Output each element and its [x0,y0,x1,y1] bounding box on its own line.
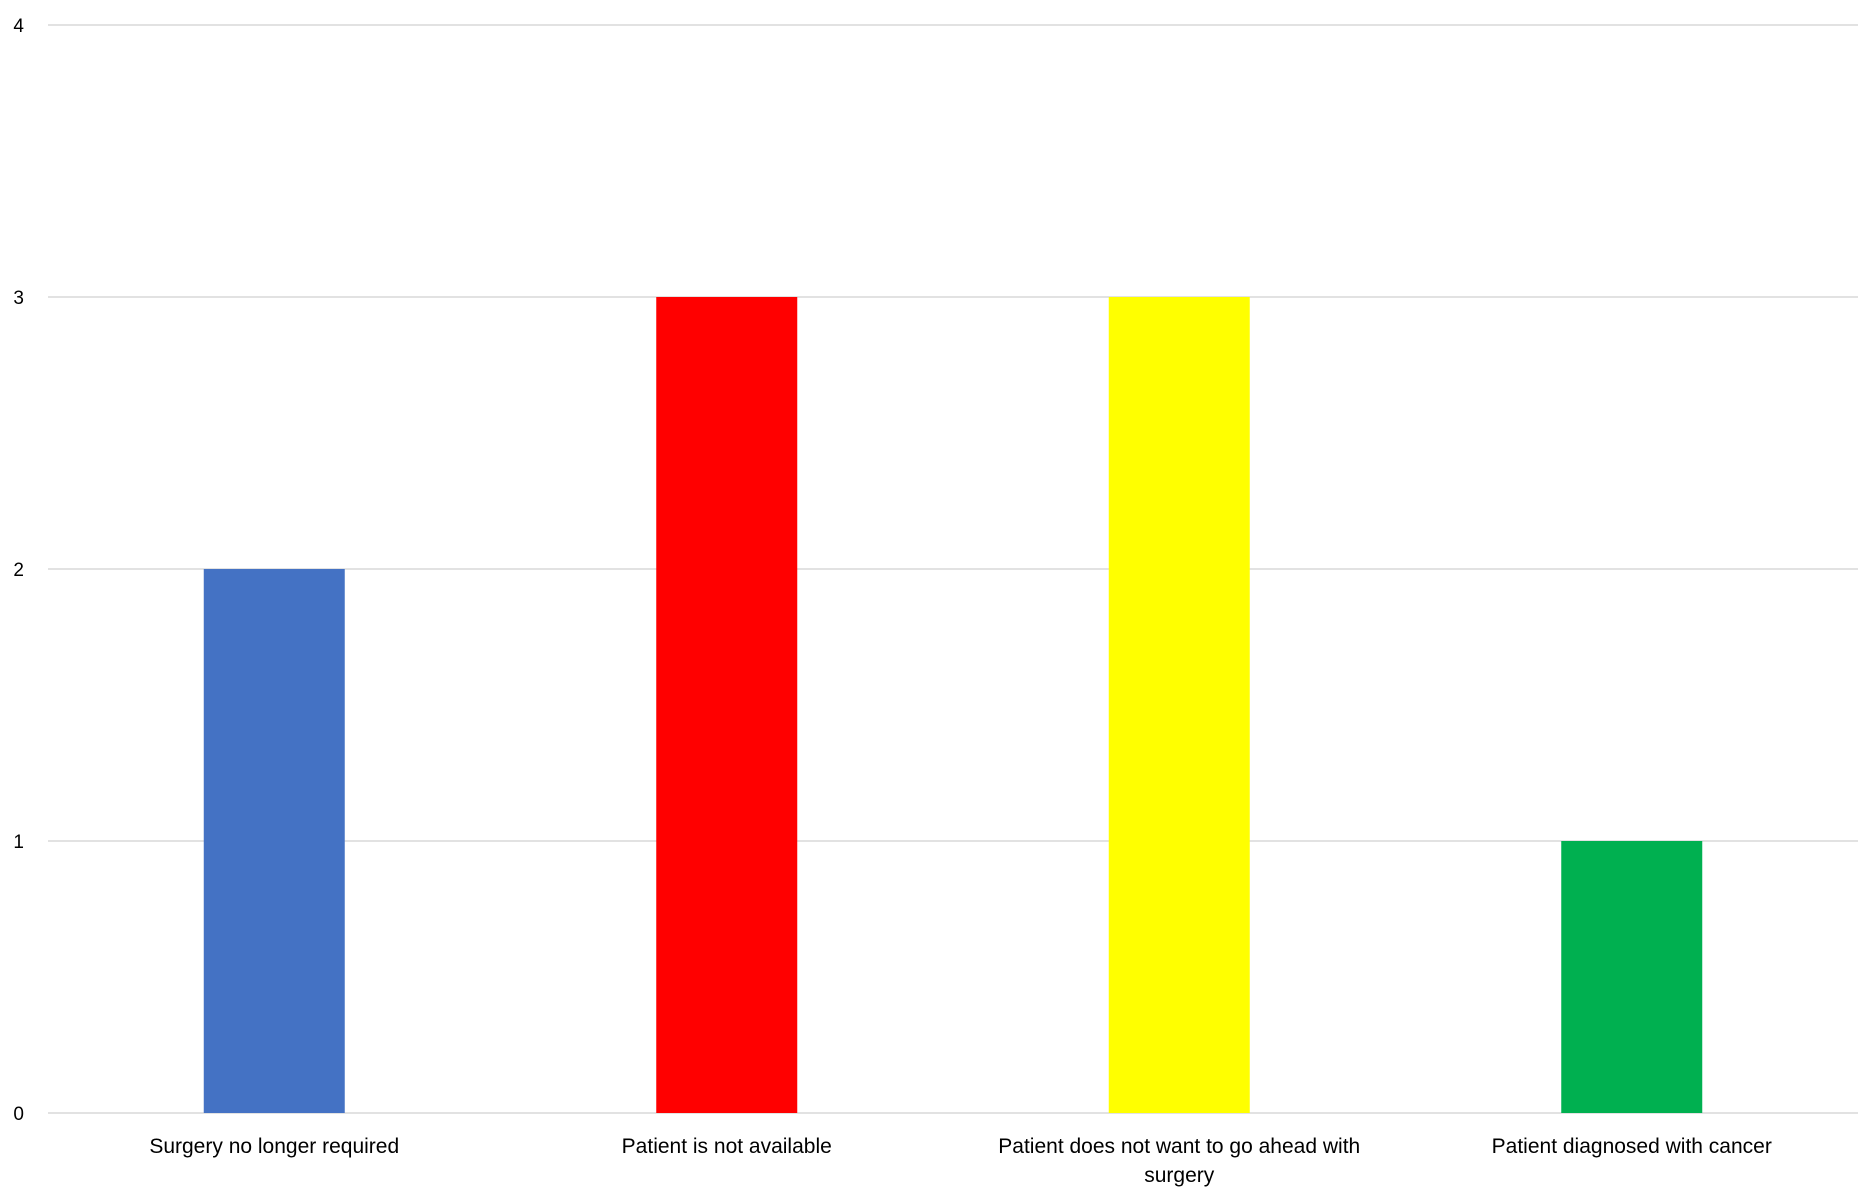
y-tick-label: 4 [13,16,24,37]
y-tick-label: 1 [13,832,24,853]
x-category-label: Patient diagnosed with cancer [1492,1135,1772,1158]
x-category-label: Patient does not want to go ahead with su… [998,1135,1360,1187]
y-tick-label: 2 [13,560,24,581]
x-axis-labels: Surgery no longer required Patient is not… [149,1135,1772,1187]
bar-1 [203,569,345,1113]
y-axis-ticks: 0 1 2 3 4 [13,16,24,1125]
y-tick-label: 3 [13,288,24,309]
x-category-label: Surgery no longer required [149,1135,399,1158]
y-tick-label: 0 [13,1104,24,1125]
gridlines [48,24,1858,1114]
bar-2 [656,297,798,1113]
bar-3 [1108,297,1250,1113]
bars [203,297,1703,1113]
x-category-label: Patient is not available [622,1135,832,1158]
bar-4 [1561,841,1703,1113]
